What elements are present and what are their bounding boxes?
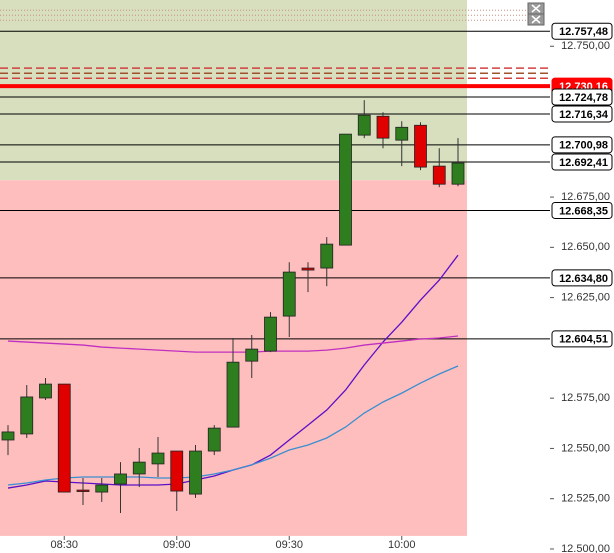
moving-average bbox=[7, 365, 459, 486]
candle-body bbox=[39, 383, 52, 399]
level-label-box bbox=[551, 269, 613, 287]
level-label-box bbox=[551, 153, 613, 171]
candle-body bbox=[357, 114, 371, 136]
candle-body bbox=[432, 165, 446, 185]
level-label: 12.716,34 bbox=[559, 109, 609, 121]
candle-body bbox=[395, 126, 409, 141]
x-tick-label: 09:30 bbox=[275, 539, 303, 551]
y-tick-label: 12.750,00 bbox=[561, 40, 610, 52]
level-labels: 12.757,4812.730,1612.724,7812.716,3412.7… bbox=[551, 22, 613, 348]
candle-body bbox=[76, 489, 90, 492]
candle-body bbox=[320, 243, 334, 269]
candle-body bbox=[451, 162, 465, 185]
level-label-box bbox=[551, 201, 613, 219]
level-label: 12.604,51 bbox=[559, 334, 608, 346]
candle-body bbox=[264, 316, 277, 352]
candle-body bbox=[151, 452, 165, 465]
level-label: 12.700,98 bbox=[559, 140, 608, 152]
level-label: 12.724,78 bbox=[559, 92, 608, 104]
level-label-box bbox=[551, 136, 613, 154]
level-label: 12.668,35 bbox=[559, 205, 608, 217]
y-axis: 12.750,00 12.675,00 12.650,00 12.625,00 12.5… bbox=[50, 40, 610, 553]
candle-body bbox=[132, 461, 146, 475]
candle-body bbox=[245, 348, 259, 362]
level-label: 12.692,41 bbox=[559, 157, 608, 169]
candle-body bbox=[20, 396, 34, 435]
level-label-box bbox=[551, 330, 613, 348]
x-tick-label: 10:00 bbox=[388, 539, 416, 551]
y-tick-label: 12.500,00 bbox=[561, 543, 610, 553]
candle-body bbox=[114, 473, 127, 485]
candle-body bbox=[301, 267, 315, 271]
y-tick-label: 12.625,00 bbox=[561, 292, 610, 304]
level-label: 12.634,80 bbox=[559, 273, 608, 285]
candle-body bbox=[189, 450, 202, 495]
candle-body bbox=[226, 361, 240, 428]
candle-body bbox=[414, 124, 427, 168]
candle-body bbox=[1, 431, 15, 441]
y-tick-label: 12.550,00 bbox=[561, 442, 610, 454]
candle-body bbox=[282, 271, 296, 317]
y-tick-label: 12.575,00 bbox=[561, 392, 610, 404]
y-tick-label: 12.675,00 bbox=[561, 191, 610, 203]
y-tick-label: 12.525,00 bbox=[561, 493, 610, 505]
zone bbox=[0, 0, 467, 181]
level-label-box bbox=[551, 22, 613, 40]
candle-body bbox=[170, 450, 184, 492]
x-tick-label: 08:30 bbox=[50, 539, 78, 551]
candle-body bbox=[95, 484, 109, 493]
level-label-box bbox=[551, 105, 613, 123]
levels bbox=[0, 9, 550, 340]
close-icon bbox=[531, 15, 541, 24]
close-icon bbox=[531, 4, 541, 13]
candle-body bbox=[339, 133, 352, 246]
candle-body bbox=[57, 383, 71, 493]
candle-body bbox=[376, 115, 390, 139]
level-label-box bbox=[551, 88, 613, 106]
close-buttons[interactable] bbox=[527, 2, 545, 26]
candle-body bbox=[207, 427, 221, 452]
level-label: 12.757,48 bbox=[559, 26, 608, 38]
x-tick-label: 09:00 bbox=[163, 539, 191, 551]
plot bbox=[1, 100, 465, 513]
y-tick-label: 12.650,00 bbox=[561, 241, 610, 253]
